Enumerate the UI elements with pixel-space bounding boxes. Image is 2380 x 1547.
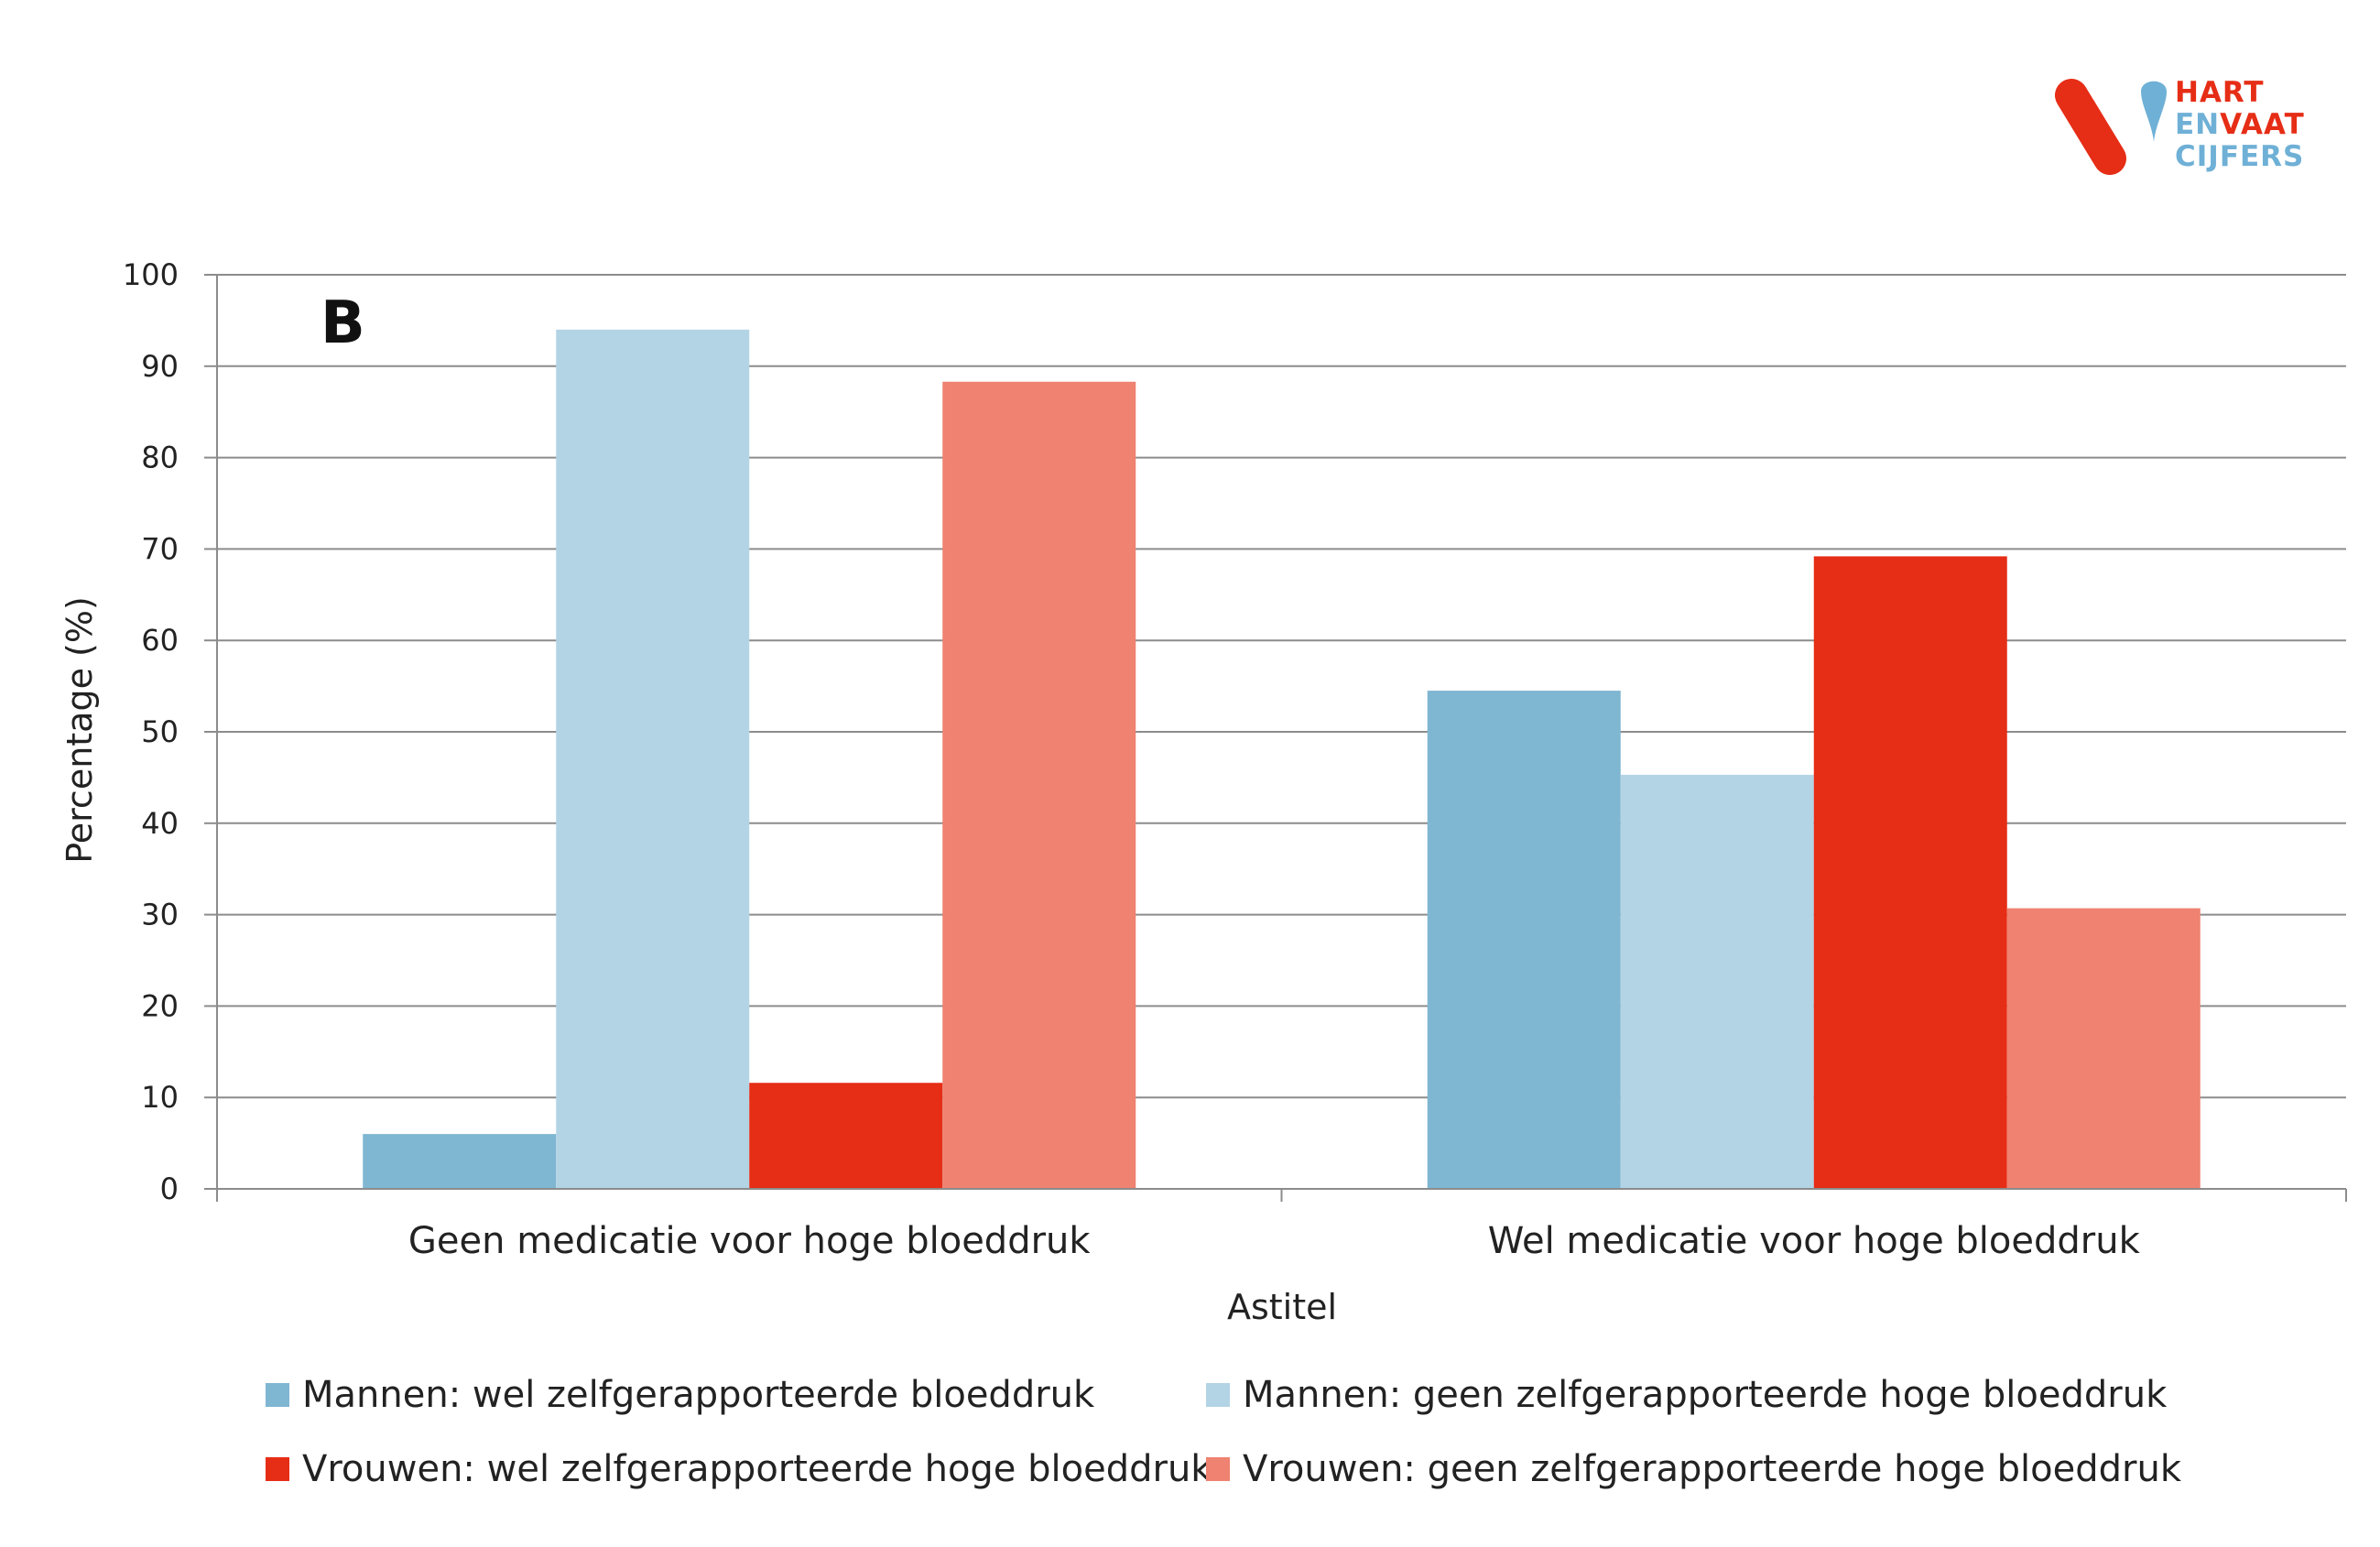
bar <box>1427 691 1621 1189</box>
x-axis-title: Astitel <box>1227 1287 1337 1327</box>
y-tick-label: 60 <box>141 623 179 658</box>
legend-swatch <box>1206 1457 1230 1481</box>
bar <box>1620 774 1814 1189</box>
y-tick-label: 50 <box>141 714 179 749</box>
y-tick-label: 30 <box>141 898 179 932</box>
bar <box>363 1134 557 1189</box>
y-tick-label: 80 <box>141 441 179 475</box>
heart-vessel-logo-icon <box>2055 79 2167 175</box>
y-tick-label: 70 <box>141 531 179 566</box>
legend-label: Mannen: geen zelfgerapporteerde hoge blo… <box>1243 1374 2168 1416</box>
logo-line-cijfers: CIJFERS <box>2175 140 2305 173</box>
category-labels: Geen medicatie voor hoge bloeddruk Wel me… <box>408 1220 2141 1262</box>
legend-item: Mannen: geen zelfgerapporteerde hoge blo… <box>1206 1374 2167 1416</box>
y-axis-title: Percentage (%) <box>60 596 100 864</box>
logo-line-vaat: VAAT <box>2220 108 2305 141</box>
bar <box>556 329 750 1189</box>
legend-swatch <box>266 1383 289 1407</box>
y-tick-label: 40 <box>141 806 179 841</box>
bar <box>1813 556 2007 1189</box>
legend-item: Vrouwen: wel zelfgerapporteerde hoge blo… <box>266 1448 1212 1490</box>
hart-en-vaat-cijfers-logo: HART ENVAAT CIJFERS <box>2049 73 2342 183</box>
y-tick-label: 10 <box>141 1080 179 1115</box>
axes <box>204 274 2347 1202</box>
y-tick-label: 20 <box>141 988 179 1023</box>
bar <box>2006 908 2201 1189</box>
logo-line-en: EN <box>2175 108 2221 141</box>
legend-label: Vrouwen: wel zelfgerapporteerde hoge blo… <box>302 1448 1212 1490</box>
bars <box>363 329 2201 1189</box>
category-label: Wel medicatie voor hoge bloeddruk <box>1488 1220 2141 1262</box>
legend-label: Vrouwen: geen zelfgerapporteerde hoge bl… <box>1243 1448 2181 1490</box>
panel-letter: B <box>321 289 365 357</box>
y-tick-label: 100 <box>123 257 179 292</box>
logo-line-hart: HART <box>2175 76 2265 109</box>
bar <box>749 1083 943 1189</box>
y-tick-labels: 0 10 20 30 40 50 60 70 80 90 100 <box>123 257 179 1206</box>
legend-swatch <box>1206 1383 1230 1407</box>
y-tick-label: 0 <box>160 1171 179 1206</box>
legend-item: Vrouwen: geen zelfgerapporteerde hoge bl… <box>1206 1448 2181 1490</box>
legend-label: Mannen: wel zelfgerapporteerde bloeddruk <box>302 1374 1095 1416</box>
legend-swatch <box>266 1457 289 1481</box>
y-tick-label: 90 <box>141 349 179 384</box>
category-label: Geen medicatie voor hoge bloeddruk <box>408 1220 1091 1262</box>
legend-item: Mannen: wel zelfgerapporteerde bloeddruk <box>266 1374 1094 1416</box>
bar <box>942 381 1136 1189</box>
